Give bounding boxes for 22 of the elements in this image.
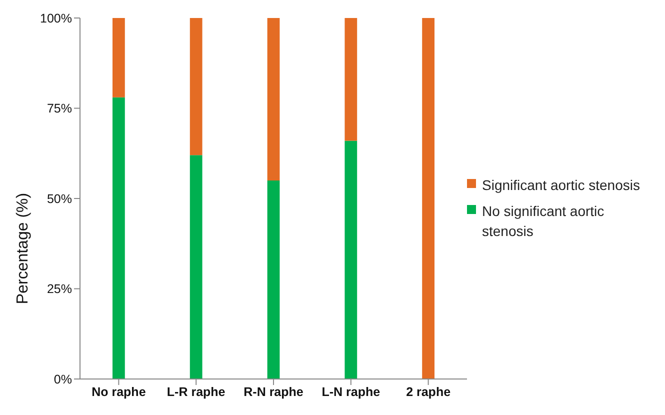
legend-label: No significant aortic stenosis [482,202,606,240]
y-axis-title: Percentage (%) [14,192,32,304]
x-tick-label: R-N raphe [244,384,304,399]
bar [344,140,358,379]
y-tick-label: 50% [46,192,72,206]
x-tick-label: L-N raphe [322,384,380,399]
x-tick-label: No raphe [92,384,146,399]
x-tick-label: L-R raphe [166,384,226,399]
bar [190,18,202,156]
x-tick-label: 2 raphe [406,384,451,399]
y-tick-label: 100% [40,11,72,26]
bar [267,180,280,379]
bar [112,18,125,98]
y-tick-label: 25% [46,282,72,296]
bar [190,155,202,379]
bar [344,18,358,141]
y-tick-label: 0% [54,372,72,386]
bar [112,97,125,379]
legend-label: Significant aortic stenosis [482,176,640,194]
bar [267,18,280,180]
y-tick-label: 75% [46,102,72,116]
bar [422,18,434,379]
